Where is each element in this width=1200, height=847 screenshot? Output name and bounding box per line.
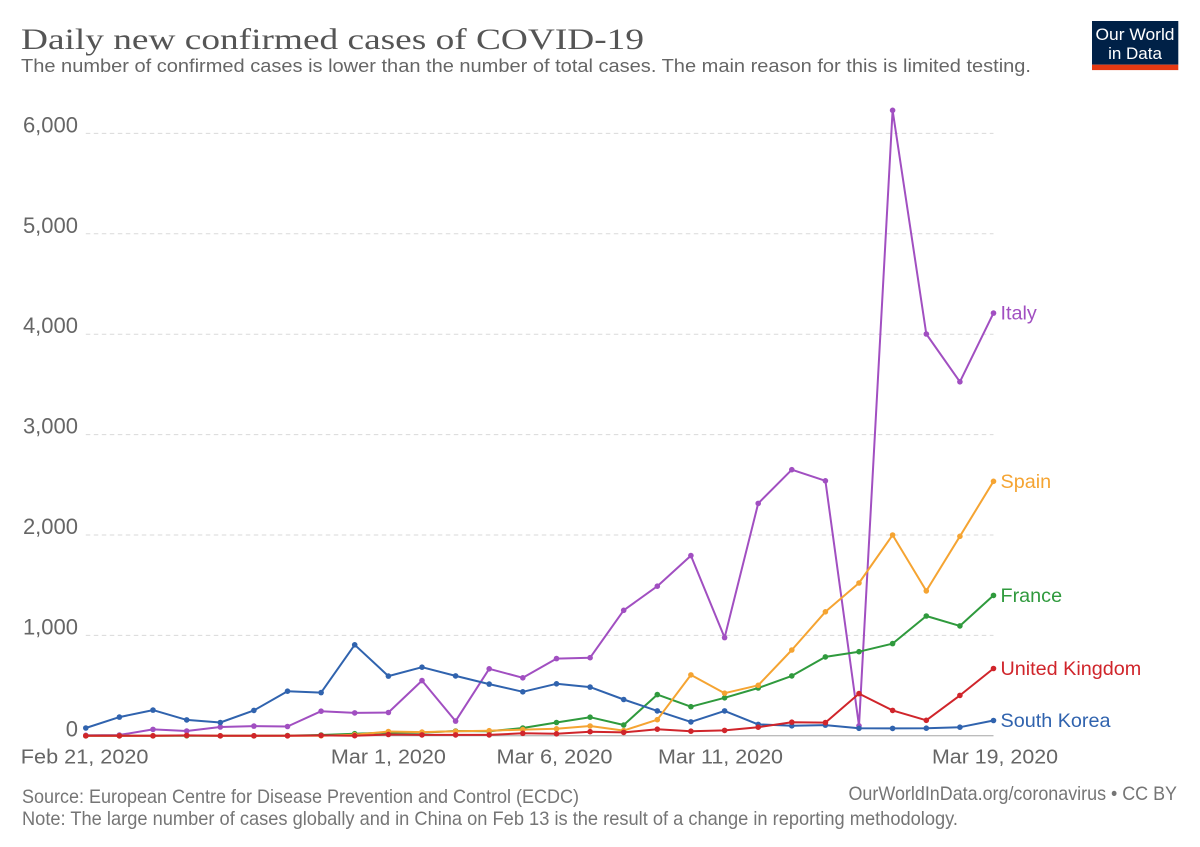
svg-text:Feb 21, 2020: Feb 21, 2020 bbox=[21, 746, 149, 769]
svg-text:The number of confirmed cases: The number of confirmed cases is lower t… bbox=[21, 56, 1031, 76]
svg-text:3,000: 3,000 bbox=[23, 414, 78, 439]
svg-text:Mar 6, 2020: Mar 6, 2020 bbox=[497, 746, 613, 769]
svg-text:Mar 11, 2020: Mar 11, 2020 bbox=[658, 746, 783, 769]
svg-text:2,000: 2,000 bbox=[23, 514, 78, 539]
svg-text:South Korea: South Korea bbox=[1001, 710, 1111, 732]
svg-text:Note: The large number of case: Note: The large number of cases globally… bbox=[22, 808, 958, 830]
svg-text:Source: European Centre for Di: Source: European Centre for Disease Prev… bbox=[22, 786, 579, 808]
svg-text:Spain: Spain bbox=[1001, 471, 1052, 493]
svg-text:France: France bbox=[1001, 585, 1063, 607]
svg-text:0: 0 bbox=[66, 716, 78, 741]
svg-text:1,000: 1,000 bbox=[23, 614, 78, 639]
svg-text:Italy: Italy bbox=[1001, 303, 1037, 325]
svg-text:OurWorldInData.org/coronavirus: OurWorldInData.org/coronavirus • CC BY bbox=[849, 783, 1178, 805]
svg-text:Mar 1, 2020: Mar 1, 2020 bbox=[331, 746, 446, 769]
svg-text:Mar 19, 2020: Mar 19, 2020 bbox=[932, 746, 1058, 769]
svg-text:Our World: Our World bbox=[1096, 25, 1175, 44]
svg-text:in Data: in Data bbox=[1108, 44, 1162, 63]
svg-text:United Kingdom: United Kingdom bbox=[1001, 658, 1142, 680]
svg-text:Daily new confirmed cases of C: Daily new confirmed cases of COVID-19 bbox=[21, 23, 644, 56]
svg-text:5,000: 5,000 bbox=[23, 213, 78, 238]
svg-text:6,000: 6,000 bbox=[23, 112, 78, 137]
svg-text:4,000: 4,000 bbox=[23, 313, 78, 338]
